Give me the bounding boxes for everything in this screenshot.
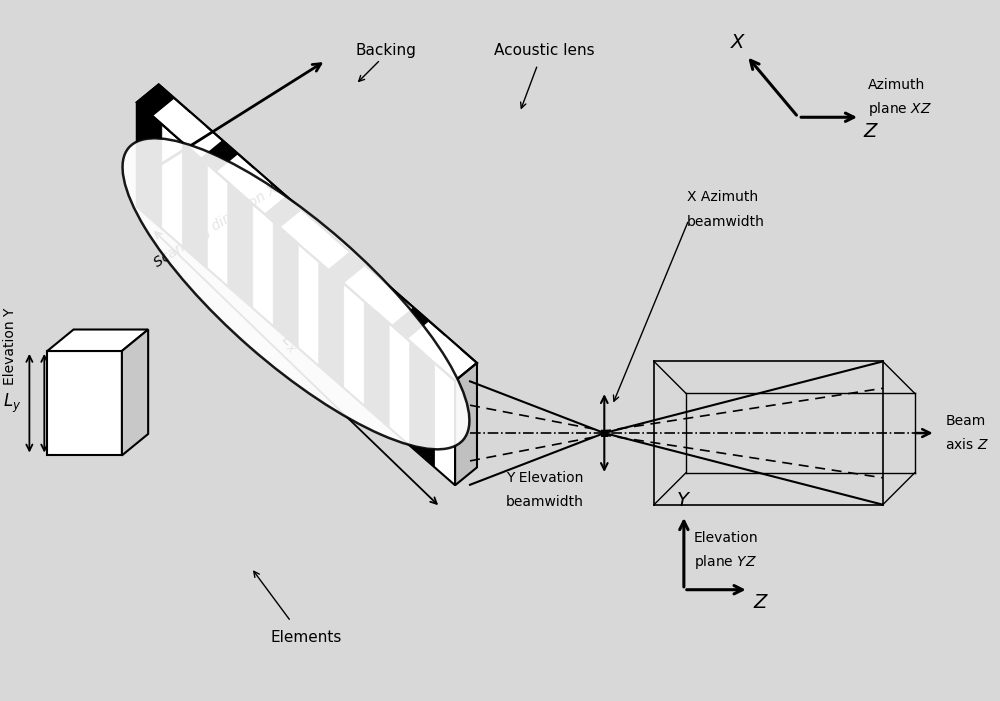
Text: beamwidth: beamwidth — [506, 495, 584, 509]
Text: Azimuth: Azimuth — [868, 79, 925, 93]
Polygon shape — [410, 341, 435, 468]
Polygon shape — [137, 102, 162, 229]
Text: $L_x$: $L_x$ — [277, 329, 304, 356]
Text: beamwidth: beamwidth — [687, 215, 765, 229]
Polygon shape — [391, 307, 429, 339]
Polygon shape — [182, 142, 207, 268]
Text: plane $YZ$: plane $YZ$ — [694, 553, 757, 571]
Polygon shape — [169, 112, 206, 144]
Text: $Y$: $Y$ — [676, 491, 691, 510]
Bar — [601, 430, 608, 437]
Ellipse shape — [123, 138, 469, 449]
Polygon shape — [232, 168, 270, 200]
Polygon shape — [137, 102, 455, 485]
Polygon shape — [122, 329, 148, 456]
Text: Backing: Backing — [355, 43, 416, 58]
Text: $Z$: $Z$ — [863, 122, 879, 141]
Polygon shape — [455, 363, 477, 485]
Text: axis $Z$: axis $Z$ — [945, 437, 989, 452]
Text: Scanning direction X: Scanning direction X — [152, 182, 280, 270]
Polygon shape — [228, 182, 253, 308]
Text: plane $XZ$: plane $XZ$ — [868, 100, 932, 118]
Polygon shape — [137, 84, 477, 381]
Polygon shape — [273, 222, 298, 348]
Text: Beam: Beam — [945, 414, 986, 428]
Polygon shape — [364, 301, 389, 428]
Polygon shape — [423, 335, 461, 367]
Text: Elevation Y: Elevation Y — [3, 307, 17, 385]
Text: Y Elevation: Y Elevation — [506, 471, 583, 485]
Text: $Z$: $Z$ — [753, 593, 770, 612]
Text: Elevation: Elevation — [694, 531, 758, 545]
Text: Elements: Elements — [270, 630, 342, 645]
Text: $L_y$: $L_y$ — [3, 392, 21, 415]
Polygon shape — [360, 280, 397, 311]
Polygon shape — [200, 140, 238, 172]
Polygon shape — [47, 329, 148, 351]
Polygon shape — [137, 84, 175, 116]
Polygon shape — [264, 196, 302, 228]
Text: X Azimuth: X Azimuth — [687, 190, 758, 204]
Polygon shape — [47, 351, 122, 456]
Polygon shape — [296, 224, 334, 255]
Polygon shape — [319, 261, 344, 388]
Text: Acoustic lens: Acoustic lens — [494, 43, 595, 58]
Polygon shape — [328, 252, 366, 283]
Text: $X$: $X$ — [730, 33, 747, 52]
